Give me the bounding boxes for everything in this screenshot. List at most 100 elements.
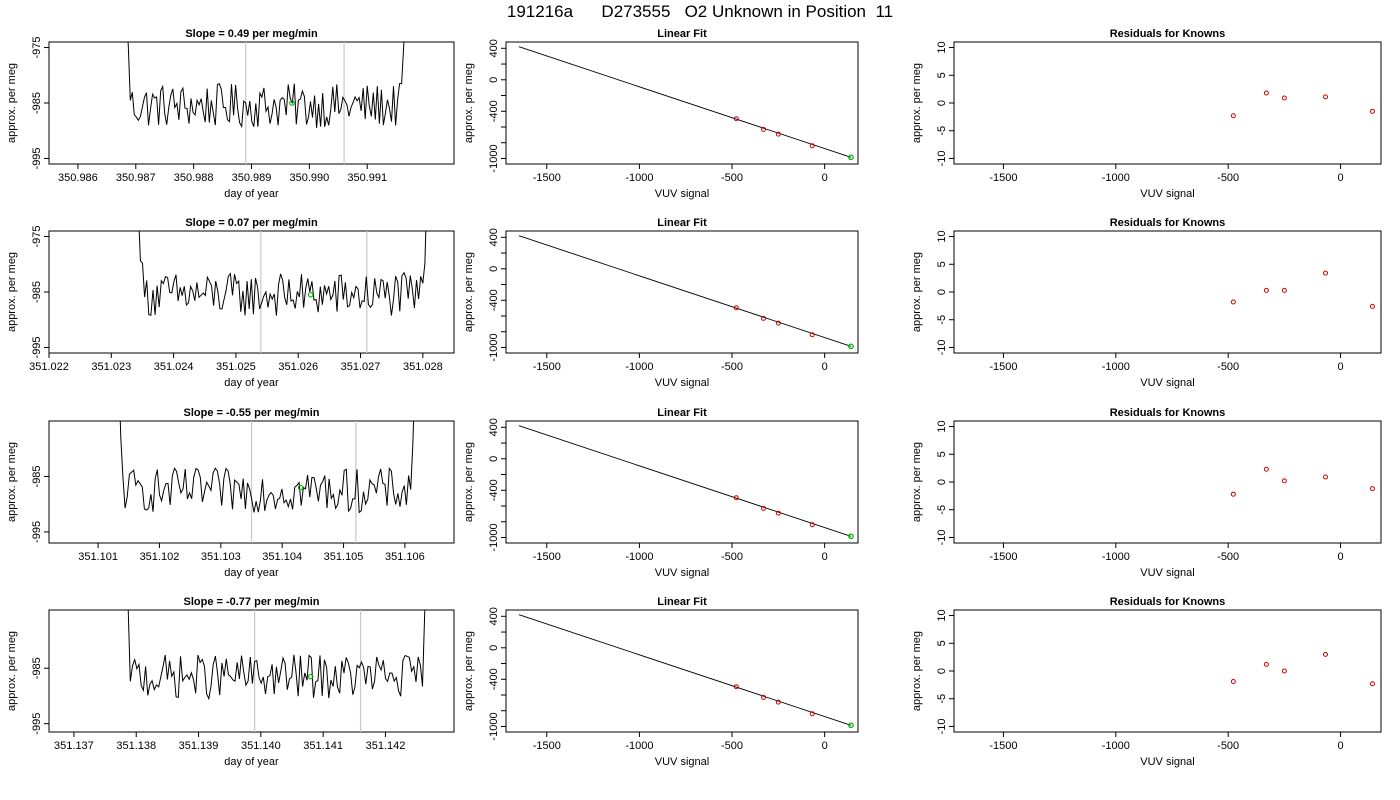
plot-frame [48,609,455,733]
data-layer [518,425,854,540]
y-tick-label: 0 [936,668,948,674]
y-tick-label: 0 [488,266,500,272]
x-tick-label: 351.101 [78,551,118,563]
drift-trace [138,231,427,316]
residual-point [1230,113,1236,119]
known-point [809,522,815,528]
x-tick-label: 350.991 [347,172,387,184]
drift-trace [127,610,426,701]
panel-title: Slope = -0.55 per meg/min [183,407,319,419]
data-layer [138,231,427,353]
residual-point [1263,90,1269,96]
panel-title: Linear Fit [657,596,707,608]
y-tick-label: -1000 [488,712,500,740]
drift-panel-row2: Slope = 0.07 per meg/min 351.022 351.023 35… [6,217,455,389]
x-tick-label: -500 [721,740,743,752]
unknown-point [848,533,854,540]
resid-panel-row1: Residuals for Knowns -1500 -1000 -500 0 10 5 0 -… [911,28,1382,200]
y-tick-label: -995 [31,336,43,358]
x-tick-label: -1000 [625,361,653,373]
known-point [775,510,781,516]
known-point [775,320,781,326]
x-tick-label: -1500 [533,740,561,752]
known-point [733,495,739,501]
y-tick-label: -10 [936,530,948,546]
residual-point [1230,679,1236,685]
x-tick-label: -500 [1217,740,1239,752]
y-tick-label: -1000 [488,333,500,361]
x-tick-label: 351.105 [324,551,364,563]
data-layer [518,235,854,350]
residual-point [1230,299,1236,305]
residual-point [1281,478,1287,484]
x-tick-label: 351.106 [385,551,425,563]
y-tick-label: -995 [31,147,43,169]
residual-point [1322,270,1328,276]
y-tick-label: 5 [936,451,948,457]
x-tick-label: 0 [822,740,828,752]
known-point [733,305,739,311]
x-tick-label: -500 [721,361,743,373]
y-axis-label: approx. per meg [911,252,923,332]
x-tick-label: -1000 [625,551,653,563]
data-layer [127,610,426,732]
y-tick-label: 400 [488,39,500,57]
x-tick-label: 351.027 [341,361,381,373]
known-point [761,505,767,511]
known-point [761,126,767,132]
x-axis-label: VUV signal [655,567,709,579]
unknown-point [289,100,295,106]
residual-point [1230,491,1236,497]
y-axis-label: approx. per meg [6,631,18,711]
y-tick-label: 0 [936,479,948,485]
x-tick-label: -500 [1217,361,1239,373]
resid-panel-row2: Residuals for Knowns -1500 -1000 -500 0 10 5 0 -… [911,217,1382,389]
unknown-point [848,343,854,350]
residual-point [1281,668,1287,674]
x-tick-label: 351.026 [278,361,318,373]
unknown-point [307,291,314,298]
x-tick-label: 351.024 [154,361,194,373]
x-tick-label: -1000 [1102,361,1130,373]
x-tick-label: -500 [1217,172,1239,184]
x-tick-label: 351.022 [29,361,69,373]
known-point [809,711,815,717]
drift-panel-row4: Slope = -0.77 per meg/min 351.137 351.138 3… [6,596,455,768]
fit-line [518,235,852,347]
panel-title: Residuals for Knowns [1110,407,1226,419]
x-tick-label: 351.104 [262,551,302,563]
y-tick-label: -10 [936,151,948,167]
y-tick-label: -5 [936,315,948,325]
y-tick-label: 5 [936,640,948,646]
y-tick-label: -400 [488,668,500,690]
x-tick-label: 350.986 [58,172,98,184]
x-tick-label: 0 [822,551,828,563]
x-tick-label: 351.025 [216,361,256,373]
y-tick-label: -995 [31,521,43,543]
known-point [761,694,767,700]
y-tick-label: -400 [488,100,500,122]
x-tick-label: 351.142 [366,740,406,752]
y-tick-label: 400 [488,228,500,246]
residual-point [1281,287,1287,293]
x-axis-label: VUV signal [655,377,709,389]
x-tick-label: -1500 [533,551,561,563]
x-tick-label: -1500 [533,361,561,373]
plot-frame [505,609,859,733]
resid-panel-row3: Residuals for Knowns -1500 -1000 -500 0 10 5 0 -… [911,407,1382,579]
y-tick-label: 10 [936,420,948,432]
y-tick-label: -985 [31,281,43,303]
y-tick-label: 0 [936,100,948,106]
x-tick-label: 350.988 [174,172,214,184]
panel-title: Linear Fit [657,28,707,40]
unknown-point [848,722,854,729]
panel-title: Slope = 0.07 per meg/min [185,217,318,229]
known-point [775,699,781,705]
fit-line [518,46,852,158]
x-tick-label: 350.987 [116,172,156,184]
known-point [761,315,767,321]
residual-point [1369,108,1375,114]
x-tick-label: 351.023 [91,361,131,373]
residual-point [1369,681,1375,687]
x-tick-label: 351.102 [140,551,180,563]
